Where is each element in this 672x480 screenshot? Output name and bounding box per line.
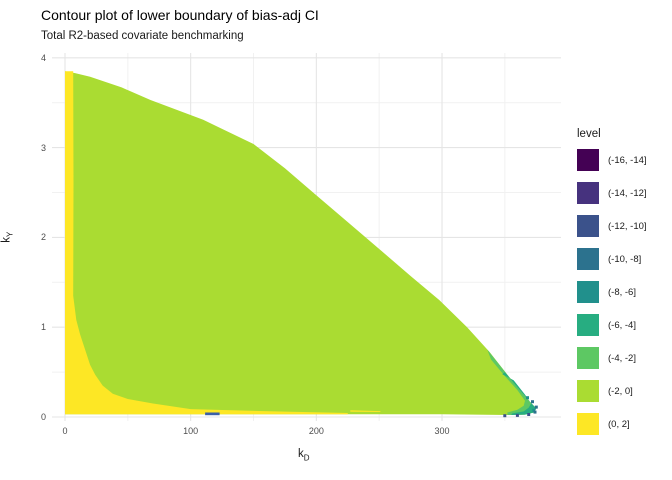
legend-label: (0, 2] — [608, 418, 630, 430]
legend: level (-16, -14] (-14, -12] (-12, -10] (-10… — [577, 128, 647, 446]
y-axis-title: kY — [0, 231, 15, 243]
legend-key-swatch — [577, 215, 599, 237]
legend-entry: (-6, -4] — [577, 314, 647, 336]
contour-region — [487, 349, 537, 415]
legend-key-swatch — [577, 314, 599, 336]
legend-key-swatch — [577, 182, 599, 204]
legend-entry: (-8, -6] — [577, 281, 647, 303]
contour-edge-dot — [532, 408, 536, 412]
plot-title: Contour plot of lower boundary of bias-a… — [41, 7, 319, 23]
contour-edge-dot — [531, 400, 534, 404]
x-tick-label: 0 — [62, 426, 68, 436]
contour-edge-dot — [515, 413, 519, 417]
contour-edge-dot — [533, 410, 537, 414]
legend-entry: (-2, 0] — [577, 380, 647, 402]
legend-title: level — [577, 128, 601, 140]
legend-label: (-10, -8] — [608, 253, 642, 265]
contour-region — [205, 412, 220, 416]
legend-key-swatch — [577, 347, 599, 369]
legend-entry: (-16, -14] — [577, 149, 647, 171]
contour-edge-dot — [526, 396, 529, 400]
y-tick-label: 4 — [40, 52, 46, 63]
legend-entry: (0, 2] — [577, 413, 647, 435]
legend-label: (-2, 0] — [608, 385, 633, 397]
y-tick-label: 1 — [40, 322, 46, 333]
y-tick-label: 3 — [40, 142, 46, 153]
contour-edge-dot — [534, 405, 538, 409]
x-tick-label: 200 — [308, 426, 324, 436]
plot-subtitle: Total R2-based covariate benchmarking — [41, 30, 244, 42]
contour-region — [65, 71, 537, 416]
legend-key-swatch — [577, 413, 599, 435]
x-axis-title: kD — [298, 448, 310, 463]
contour-region — [350, 410, 381, 412]
legend-label: (-8, -6] — [608, 286, 636, 298]
contour-edge-dot — [503, 414, 507, 418]
legend-entry: (-12, -10] — [577, 215, 647, 237]
legend-label: (-16, -14] — [608, 154, 647, 166]
contour-edge-dot — [527, 413, 531, 416]
legend-label: (-4, -2] — [608, 352, 636, 364]
legend-entries: (-16, -14] (-14, -12] (-12, -10] (-10, -8] (… — [577, 149, 647, 435]
legend-label: (-12, -10] — [608, 220, 647, 232]
legend-entry: (-10, -8] — [577, 248, 647, 270]
x-tick-label: 100 — [183, 426, 199, 436]
contour-region — [65, 71, 348, 415]
legend-entry: (-4, -2] — [577, 347, 647, 369]
legend-key-swatch — [577, 149, 599, 171]
legend-key-swatch — [577, 281, 599, 303]
legend-entry: (-14, -12] — [577, 182, 647, 204]
legend-label: (-14, -12] — [608, 187, 647, 199]
legend-key-swatch — [577, 248, 599, 270]
legend-key-swatch — [577, 380, 599, 402]
y-tick-label: 0 — [40, 412, 46, 422]
legend-label: (-6, -4] — [608, 319, 636, 331]
x-tick-label: 300 — [434, 426, 450, 436]
y-tick-label: 2 — [40, 232, 46, 243]
